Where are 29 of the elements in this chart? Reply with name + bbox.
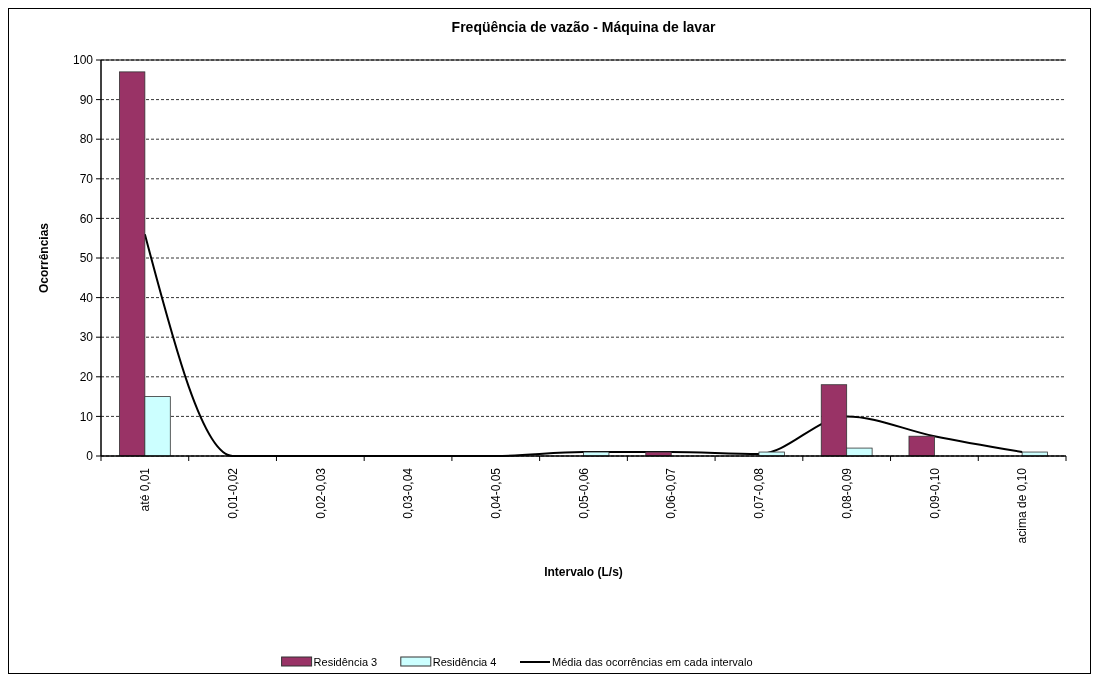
y-tick-label: 40 [79, 290, 94, 305]
legend-label: Residência 4 [432, 655, 497, 668]
x-tick-label: acima de 0,10 [1015, 467, 1030, 544]
y-tick-label: 90 [79, 92, 94, 107]
x-tick-label: 0,09-0,10 [927, 467, 942, 519]
chart-title: Freqüência de vazão - Máquina de lavar [451, 19, 716, 35]
bar [908, 435, 935, 457]
y-tick-label: 10 [79, 409, 94, 424]
x-tick-label: 0,05-0,06 [576, 467, 591, 519]
y-tick-label: 20 [79, 370, 94, 384]
y-tick-label: 60 [79, 211, 94, 226]
y-tick-label: 70 [79, 172, 94, 186]
y-tick-label: 0 [86, 449, 94, 464]
x-tick-label: 0,04-0,05 [488, 467, 503, 519]
legend-label: Residência 3 [313, 655, 378, 668]
y-tick-label: 30 [79, 330, 94, 345]
y-tick-label: 100 [72, 53, 94, 68]
x-tick-label: 0,01-0,02 [225, 467, 240, 519]
x-axis-title: Intervalo (L/s) [544, 564, 623, 579]
x-tick-label: 0,03-0,04 [401, 467, 416, 519]
x-tick-label: até 0,01 [138, 467, 153, 512]
legend-label: Média das ocorrências em cada intervalo [552, 655, 753, 668]
y-tick-label: 50 [79, 251, 94, 266]
x-tick-label: 0,07-0,08 [752, 467, 767, 519]
x-tick-label: 0,02-0,03 [313, 467, 328, 519]
x-tick-label: 0,08-0,09 [839, 467, 854, 519]
x-tick-label: 0,06-0,07 [664, 467, 679, 519]
y-axis-title: Ocorrências [37, 222, 51, 294]
y-tick-label: 80 [79, 132, 94, 147]
